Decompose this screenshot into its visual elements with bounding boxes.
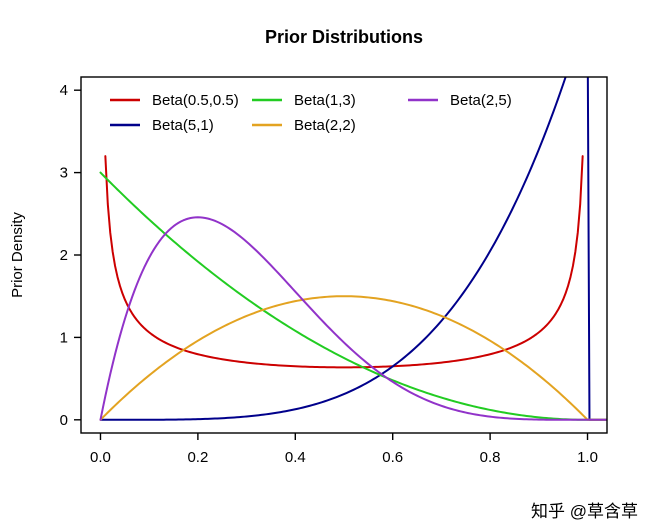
legend-label: Beta(2,5): [450, 92, 512, 109]
y-axis-tick-label: 3: [60, 165, 68, 182]
series-line-beta-0.5-0.5: [104, 155, 584, 369]
y-axis-tick-label: 4: [60, 82, 68, 99]
x-axis-tick-label: 0.8: [480, 449, 501, 466]
series-line-beta-5-1: [99, 77, 607, 421]
chart-title: Prior Distributions: [265, 27, 423, 47]
axes: 0.0 0.2 0.4 0.6 0.8 1.0 0 1 2 3 4: [60, 82, 598, 466]
x-axis-tick-label: 0.0: [90, 449, 111, 466]
y-axis-label: Prior Density: [9, 212, 26, 298]
x-axis-tick-label: 1.0: [577, 449, 598, 466]
series-line-beta-1-3: [99, 171, 607, 421]
x-axis-tick-label: 0.4: [285, 449, 306, 466]
y-axis-tick-label: 2: [60, 247, 68, 264]
plot-box: [80, 76, 608, 434]
legend-label: Beta(0.5,0.5): [152, 92, 239, 109]
legend-label: Beta(2,2): [294, 117, 356, 134]
legend-label: Beta(1,3): [294, 92, 356, 109]
legend-label: Beta(5,1): [152, 117, 214, 134]
y-axis-tick-label: 0: [60, 412, 68, 429]
y-axis-tick-label: 1: [60, 329, 68, 346]
legend: Beta(0.5,0.5) Beta(5,1) Beta(1,3) Beta(2,2)…: [110, 92, 512, 134]
series-line-beta-2-5: [99, 216, 607, 421]
series-group: [99, 77, 607, 421]
x-axis-tick-label: 0.6: [382, 449, 403, 466]
x-axis-tick-label: 0.2: [187, 449, 208, 466]
series-line-beta-2-2: [99, 295, 607, 421]
watermark-text: 知乎 @草含草: [531, 502, 638, 521]
